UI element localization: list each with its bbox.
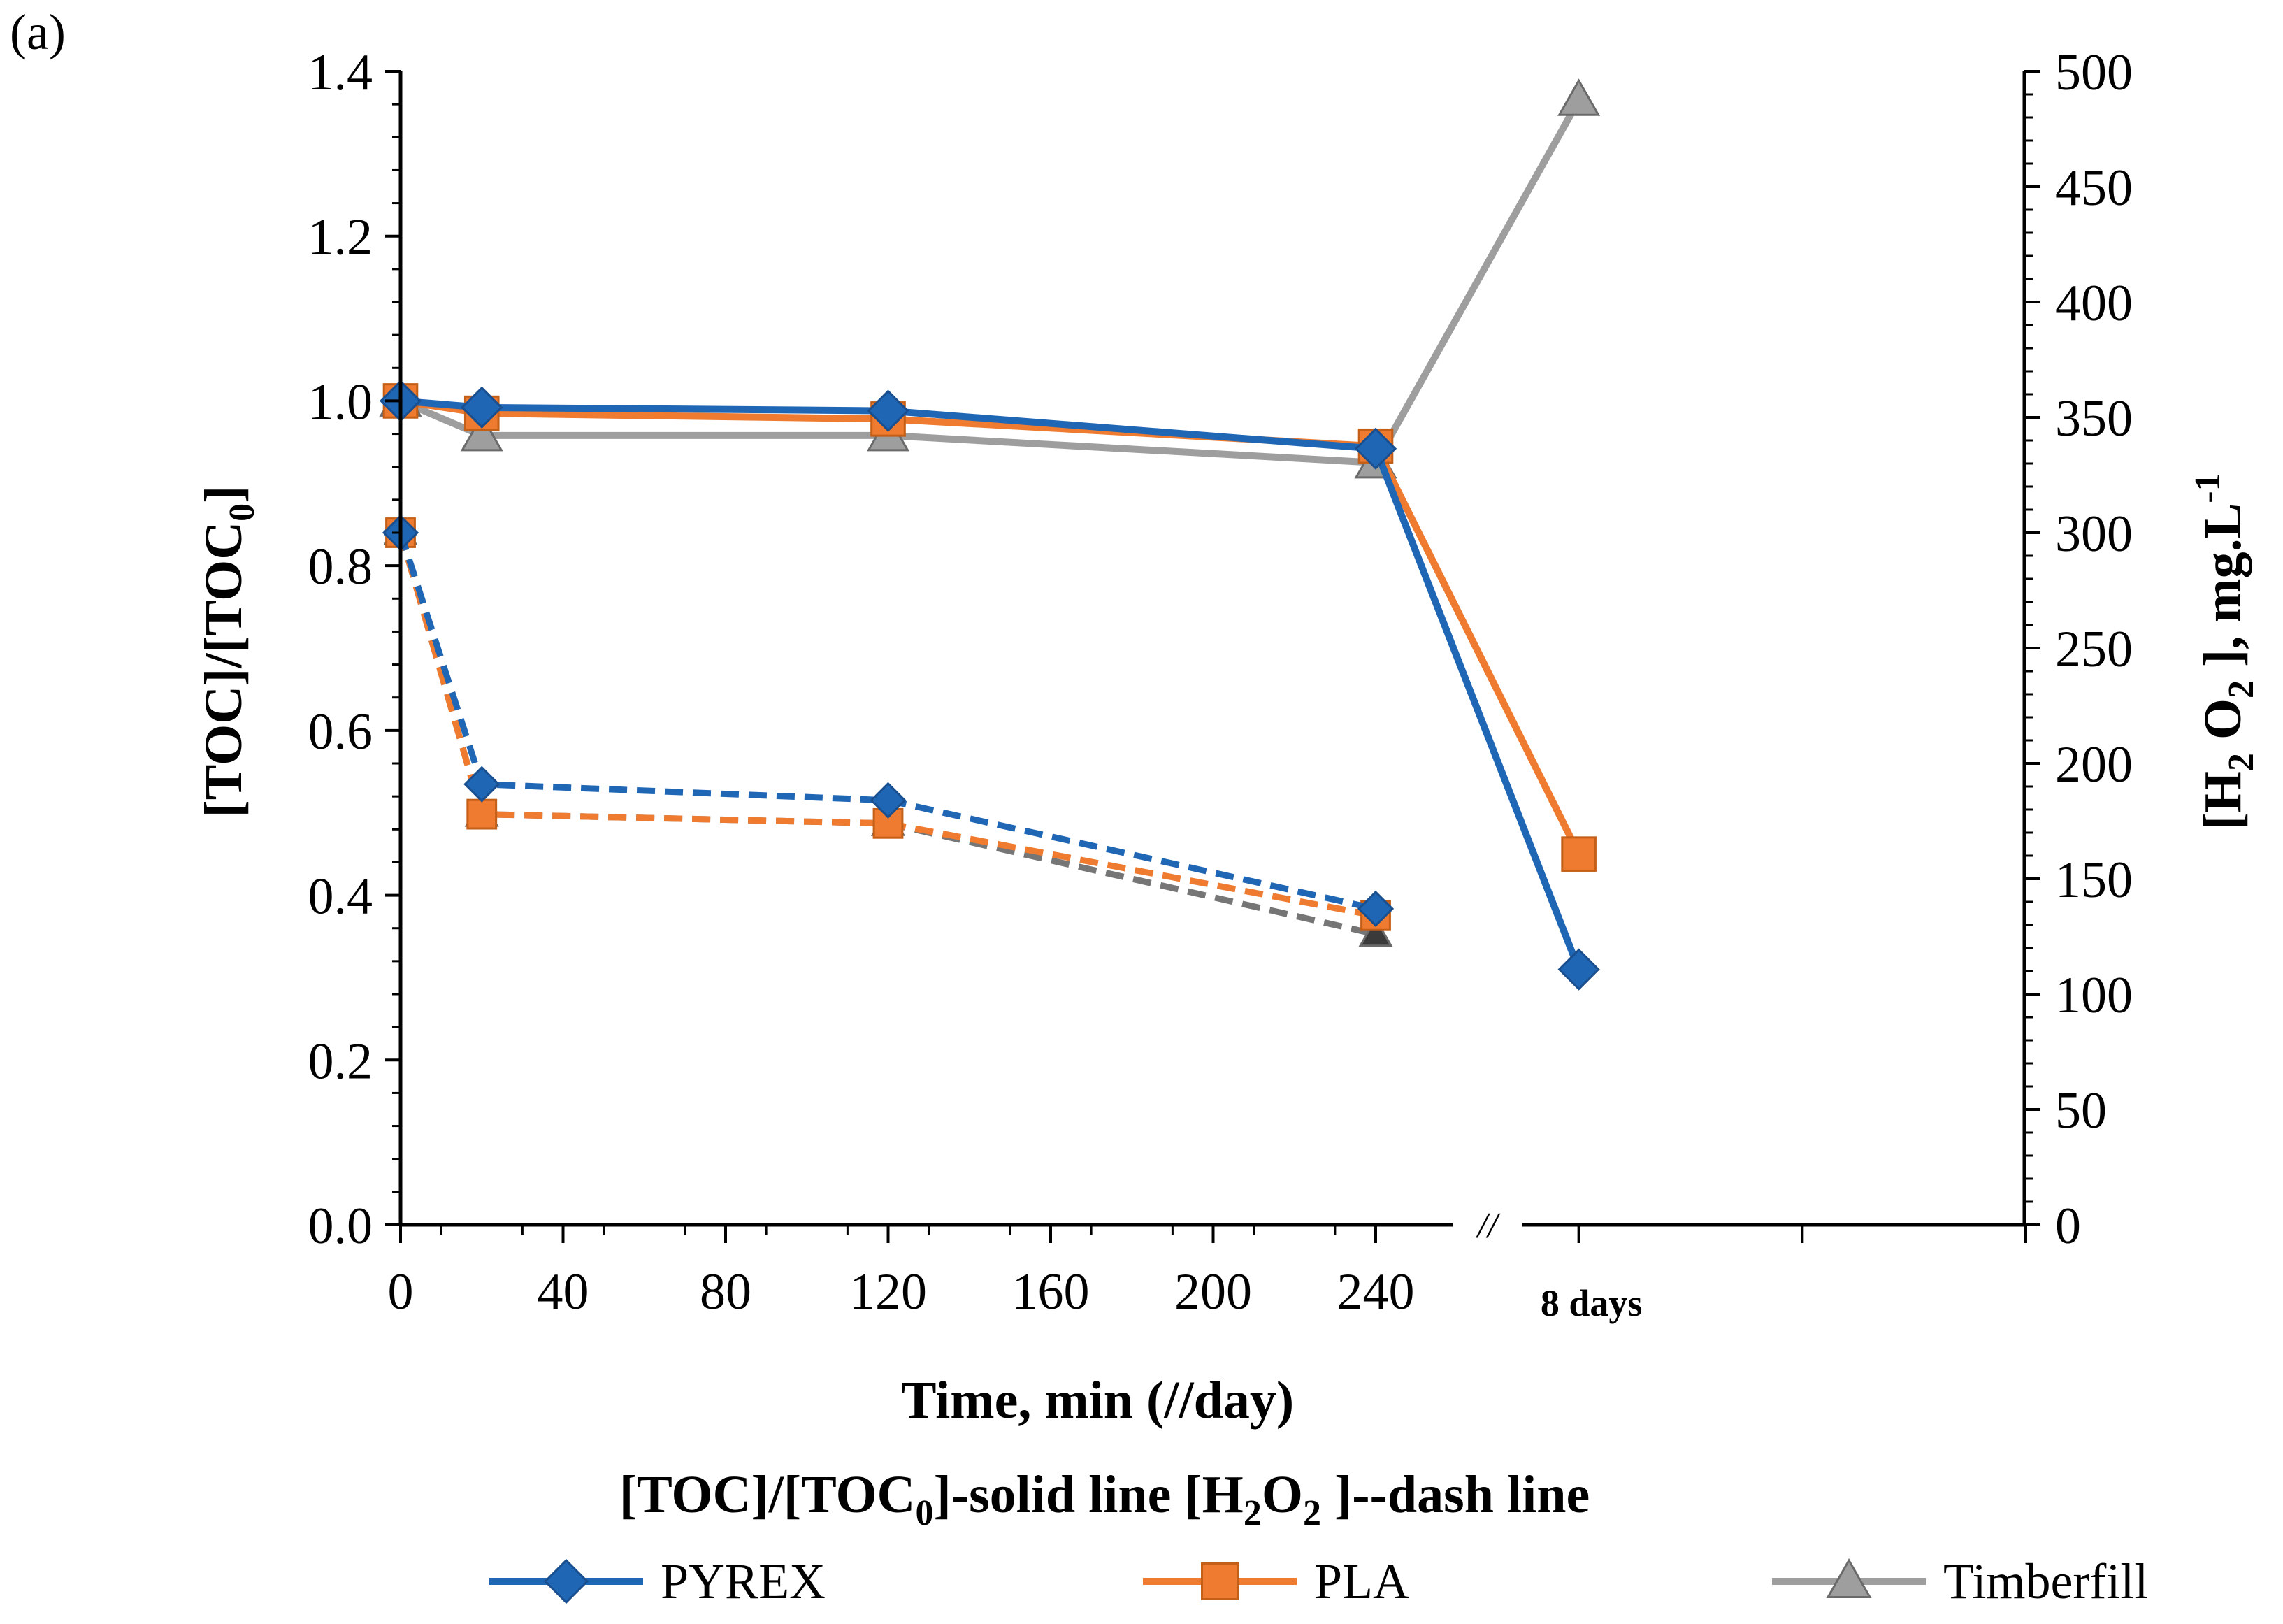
y-right-tick-label: 150 [2055, 851, 2133, 909]
x-tick-label: 200 [1174, 1263, 1252, 1321]
x-tick-label: 80 [700, 1263, 751, 1321]
pyrex-toc-point [1354, 427, 1397, 470]
y-left-tick-label: 0.8 [308, 538, 373, 596]
pyrex-toc-point [1557, 948, 1600, 991]
x-axis-break-mark: // [1476, 1206, 1501, 1246]
y-right-tick-label: 100 [2055, 967, 2133, 1024]
y-right-title-b: O [2194, 698, 2252, 753]
pla-h2o2-point [466, 798, 498, 830]
x-tick-label: 240 [1337, 1263, 1415, 1321]
pyrex-h2o2-point [870, 782, 907, 819]
subtitle-part3: O [1262, 1465, 1303, 1524]
timberfill-toc-point [460, 413, 503, 452]
timberfill-h2o2-point [1358, 917, 1393, 947]
x-tick-label: 160 [1012, 1263, 1090, 1321]
pyrex-toc-point [461, 386, 503, 429]
x-tick-label: 0 [388, 1263, 414, 1321]
y-left-title-main: [TOC]/[TOC [194, 522, 253, 818]
y-right-tick-label: 50 [2055, 1082, 2107, 1140]
x-tick-label: 40 [538, 1263, 589, 1321]
subtitle-sub-h2: 2 [1244, 1493, 1262, 1533]
x-axis-title: Time, min (//day) [901, 1371, 1294, 1430]
legend-timberfill-marker [1826, 1558, 1872, 1598]
legend-pyrex-label: PYREX [661, 1553, 826, 1609]
y-left-title-sub: 0 [222, 503, 262, 522]
toc-series-layer [379, 78, 1601, 991]
pla-toc-point [1561, 836, 1597, 872]
x-tick-label-8-days: 8 days [1541, 1282, 1643, 1324]
y-right-tick-label: 200 [2055, 736, 2133, 793]
chart-subtitle: [TOC]/[TOC0]-solid line [H2O2 ]--dash li… [619, 1465, 1590, 1533]
subtitle-part4: ]--dash line [1321, 1465, 1590, 1524]
y-right-title-sup: -1 [2188, 473, 2228, 503]
pla-h2o2-line [397, 531, 1376, 919]
pla-toc-line [400, 397, 1583, 856]
y-axis-left-title: [TOC]/[TOC0] [194, 486, 262, 818]
y-left-tick-label: 1.0 [308, 373, 373, 431]
y-right-tick-label: 400 [2055, 275, 2133, 332]
y-right-tick-label: 350 [2055, 390, 2133, 447]
legend-pla-label: PLA [1314, 1553, 1409, 1609]
legend: PYREX PLA Timberfill [489, 1553, 2148, 1609]
x-tick-label: 120 [849, 1263, 927, 1321]
subtitle-sub-0: 0 [915, 1493, 933, 1533]
pyrex-toc-line [400, 397, 1583, 971]
y-left-tick-label: 0.6 [308, 703, 373, 761]
y-right-title-sub2: 2 [2221, 680, 2261, 698]
legend-pla-marker [1201, 1562, 1239, 1600]
y-right-tick-label: 250 [2055, 621, 2133, 678]
pyrex-h2o2-point [1357, 890, 1395, 928]
h2o2-series-layer [382, 514, 1395, 947]
y-left-title-end: ] [194, 486, 253, 503]
legend-pyrex-marker [543, 1558, 589, 1604]
y-left-tick-label: 0.0 [308, 1198, 373, 1255]
subtitle-part2: ]-solid line [H [933, 1465, 1243, 1524]
axes: // 0.0 0.2 0.4 0.6 0.8 1.0 1.2 1.4 0 50 100 150 200 25… [308, 44, 2133, 1324]
panel-label: (a) [10, 4, 66, 60]
y-left-tick-label: 1.4 [308, 44, 373, 101]
y-axis-right-title: [H2 O2 ], mg.L-1 [2188, 473, 2261, 830]
legend-timberfill-label: Timberfill [1943, 1553, 2148, 1609]
pyrex-toc-point [867, 389, 909, 432]
pyrex-h2o2-point [463, 766, 500, 803]
pyrex-h2o2-line [397, 531, 1376, 912]
y-left-tick-label: 1.2 [308, 209, 373, 266]
y-right-tick-label: 0 [2055, 1198, 2081, 1255]
y-right-tick-label: 450 [2055, 159, 2133, 217]
subtitle-part1: [TOC]/[TOC [619, 1465, 916, 1524]
y-right-tick-label: 500 [2055, 44, 2133, 101]
y-right-title-a: [H [2194, 771, 2252, 830]
timberfill-toc-point [1557, 78, 1601, 116]
y-left-tick-label: 0.4 [308, 868, 373, 926]
y-left-tick-label: 0.2 [308, 1033, 373, 1090]
y-right-title-sub1: 2 [2221, 753, 2261, 771]
y-right-tick-label: 300 [2055, 505, 2133, 563]
subtitle-sub-o2: 2 [1303, 1493, 1321, 1533]
y-right-title-c: ], mg.L [2194, 503, 2252, 680]
